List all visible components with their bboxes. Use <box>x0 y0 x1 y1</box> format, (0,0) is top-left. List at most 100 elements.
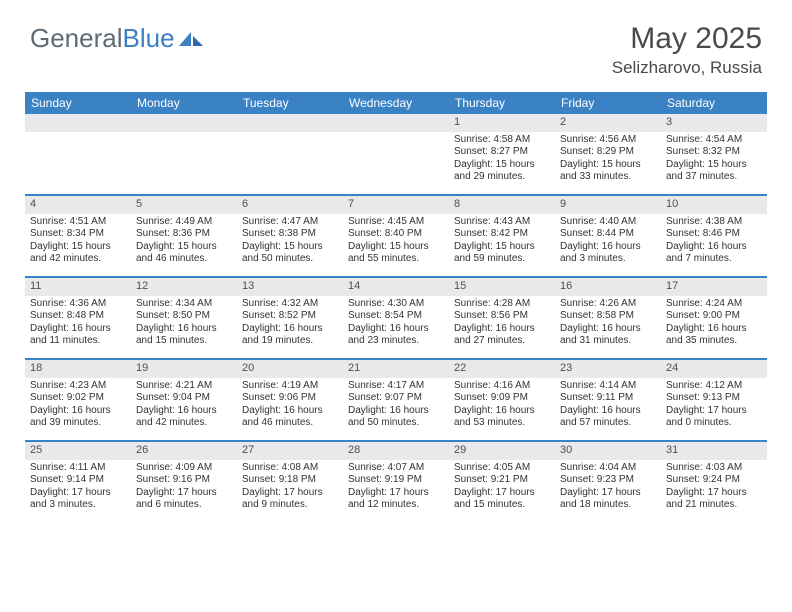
calendar-cell: 8Sunrise: 4:43 AMSunset: 8:42 PMDaylight… <box>449 196 555 276</box>
weekday-label: Sunday <box>25 92 131 114</box>
calendar-cell <box>25 114 131 194</box>
day-content: Sunrise: 4:36 AMSunset: 8:48 PMDaylight:… <box>25 296 131 352</box>
calendar-cell: 31Sunrise: 4:03 AMSunset: 9:24 PMDayligh… <box>661 442 767 522</box>
month-title: May 2025 <box>612 22 762 56</box>
sunset-text: Sunset: 9:02 PM <box>30 392 126 405</box>
calendar-cell: 26Sunrise: 4:09 AMSunset: 9:16 PMDayligh… <box>131 442 237 522</box>
daylight-text: Daylight: 17 hours and 6 minutes. <box>136 487 232 512</box>
daylight-text: Daylight: 16 hours and 42 minutes. <box>136 405 232 430</box>
day-content: Sunrise: 4:17 AMSunset: 9:07 PMDaylight:… <box>343 378 449 434</box>
day-number: 22 <box>449 360 555 378</box>
sunset-text: Sunset: 9:11 PM <box>560 392 656 405</box>
calendar-cell: 20Sunrise: 4:19 AMSunset: 9:06 PMDayligh… <box>237 360 343 440</box>
daylight-text: Daylight: 15 hours and 37 minutes. <box>666 159 762 184</box>
sunrise-text: Sunrise: 4:38 AM <box>666 216 762 229</box>
calendar-cell: 23Sunrise: 4:14 AMSunset: 9:11 PMDayligh… <box>555 360 661 440</box>
daylight-text: Daylight: 16 hours and 35 minutes. <box>666 323 762 348</box>
sunset-text: Sunset: 9:23 PM <box>560 474 656 487</box>
day-content: Sunrise: 4:04 AMSunset: 9:23 PMDaylight:… <box>555 460 661 516</box>
calendar-cell: 3Sunrise: 4:54 AMSunset: 8:32 PMDaylight… <box>661 114 767 194</box>
weekday-label: Tuesday <box>237 92 343 114</box>
weeks-container: 1Sunrise: 4:58 AMSunset: 8:27 PMDaylight… <box>25 114 767 522</box>
calendar-cell: 14Sunrise: 4:30 AMSunset: 8:54 PMDayligh… <box>343 278 449 358</box>
day-content: Sunrise: 4:05 AMSunset: 9:21 PMDaylight:… <box>449 460 555 516</box>
brand-part2: Blue <box>123 23 175 54</box>
calendar-cell: 25Sunrise: 4:11 AMSunset: 9:14 PMDayligh… <box>25 442 131 522</box>
day-content: Sunrise: 4:43 AMSunset: 8:42 PMDaylight:… <box>449 214 555 270</box>
day-number: 15 <box>449 278 555 296</box>
sunrise-text: Sunrise: 4:03 AM <box>666 462 762 475</box>
day-content: Sunrise: 4:34 AMSunset: 8:50 PMDaylight:… <box>131 296 237 352</box>
sunrise-text: Sunrise: 4:24 AM <box>666 298 762 311</box>
calendar-cell: 29Sunrise: 4:05 AMSunset: 9:21 PMDayligh… <box>449 442 555 522</box>
sunset-text: Sunset: 8:54 PM <box>348 310 444 323</box>
day-number: 21 <box>343 360 449 378</box>
day-number: 1 <box>449 114 555 132</box>
weekday-label: Thursday <box>449 92 555 114</box>
sunrise-text: Sunrise: 4:04 AM <box>560 462 656 475</box>
sunrise-text: Sunrise: 4:09 AM <box>136 462 232 475</box>
day-number: 23 <box>555 360 661 378</box>
daylight-text: Daylight: 17 hours and 18 minutes. <box>560 487 656 512</box>
day-content: Sunrise: 4:26 AMSunset: 8:58 PMDaylight:… <box>555 296 661 352</box>
calendar-cell: 6Sunrise: 4:47 AMSunset: 8:38 PMDaylight… <box>237 196 343 276</box>
sunrise-text: Sunrise: 4:21 AM <box>136 380 232 393</box>
sunrise-text: Sunrise: 4:14 AM <box>560 380 656 393</box>
sunset-text: Sunset: 8:32 PM <box>666 146 762 159</box>
daylight-text: Daylight: 17 hours and 3 minutes. <box>30 487 126 512</box>
sunrise-text: Sunrise: 4:16 AM <box>454 380 550 393</box>
sunset-text: Sunset: 9:04 PM <box>136 392 232 405</box>
calendar-week: 18 Sunrise: 4:23 AMSunset: 9:02 PM Dayligh… <box>25 358 767 440</box>
calendar-cell <box>343 114 449 194</box>
day-number: 24 <box>661 360 767 378</box>
day-number: 19 <box>131 360 237 378</box>
sunset-text: Sunset: 8:50 PM <box>136 310 232 323</box>
sunrise-text: Sunrise: 4:54 AM <box>666 134 762 147</box>
weekday-label: Saturday <box>661 92 767 114</box>
calendar-cell: 13Sunrise: 4:32 AMSunset: 8:52 PMDayligh… <box>237 278 343 358</box>
sunrise-text: Sunrise: 4:40 AM <box>560 216 656 229</box>
sunset-text: Sunset: 9:16 PM <box>136 474 232 487</box>
title-block: May 2025 Selizharovo, Russia <box>612 22 762 78</box>
day-content: Sunrise: 4:56 AMSunset: 8:29 PMDaylight:… <box>555 132 661 188</box>
calendar-cell: 1Sunrise: 4:58 AMSunset: 8:27 PMDaylight… <box>449 114 555 194</box>
day-number: 10 <box>661 196 767 214</box>
daylight-text: Daylight: 15 hours and 29 minutes. <box>454 159 550 184</box>
day-content: Sunrise: 4:14 AMSunset: 9:11 PMDaylight:… <box>555 378 661 434</box>
daylight-text: Daylight: 15 hours and 50 minutes. <box>242 241 338 266</box>
day-number <box>25 114 131 132</box>
sunrise-text: Sunrise: 4:07 AM <box>348 462 444 475</box>
daylight-text: Daylight: 16 hours and 19 minutes. <box>242 323 338 348</box>
calendar-cell: 21Sunrise: 4:17 AMSunset: 9:07 PMDayligh… <box>343 360 449 440</box>
day-content: Sunrise: 4:12 AMSunset: 9:13 PMDaylight:… <box>661 378 767 434</box>
day-content: Sunrise: 4:32 AMSunset: 8:52 PMDaylight:… <box>237 296 343 352</box>
day-content: Sunrise: 4:19 AMSunset: 9:06 PMDaylight:… <box>237 378 343 434</box>
day-number: 2 <box>555 114 661 132</box>
day-number: 18 <box>25 360 131 378</box>
sunrise-text: Sunrise: 4:36 AM <box>30 298 126 311</box>
day-number: 29 <box>449 442 555 460</box>
calendar-cell: 11Sunrise: 4:36 AMSunset: 8:48 PMDayligh… <box>25 278 131 358</box>
sunrise-text: Sunrise: 4:43 AM <box>454 216 550 229</box>
sunrise-text: Sunrise: 4:56 AM <box>560 134 656 147</box>
daylight-text: Daylight: 16 hours and 27 minutes. <box>454 323 550 348</box>
day-number: 31 <box>661 442 767 460</box>
day-content <box>237 132 343 138</box>
day-number <box>131 114 237 132</box>
sunset-text: Sunset: 8:46 PM <box>666 228 762 241</box>
day-number: 25 <box>25 442 131 460</box>
day-content <box>25 132 131 138</box>
brand-part1: General <box>30 23 123 54</box>
day-number: 17 <box>661 278 767 296</box>
daylight-text: Daylight: 16 hours and 57 minutes. <box>560 405 656 430</box>
sunrise-text: Sunrise: 4:45 AM <box>348 216 444 229</box>
day-content: Sunrise: 4:51 AMSunset: 8:34 PMDaylight:… <box>25 214 131 270</box>
sunrise-text: Sunrise: 4:12 AM <box>666 380 762 393</box>
day-content: Sunrise: 4:21 AMSunset: 9:04 PMDaylight:… <box>131 378 237 434</box>
calendar-week: 1Sunrise: 4:58 AMSunset: 8:27 PMDaylight… <box>25 114 767 194</box>
daylight-text: Daylight: 16 hours and 3 minutes. <box>560 241 656 266</box>
daylight-text: Daylight: 15 hours and 46 minutes. <box>136 241 232 266</box>
calendar-cell: 10Sunrise: 4:38 AMSunset: 8:46 PMDayligh… <box>661 196 767 276</box>
sunrise-text: Sunrise: 4:19 AM <box>242 380 338 393</box>
sunrise-text: Sunrise: 4:23 AM <box>30 380 126 393</box>
